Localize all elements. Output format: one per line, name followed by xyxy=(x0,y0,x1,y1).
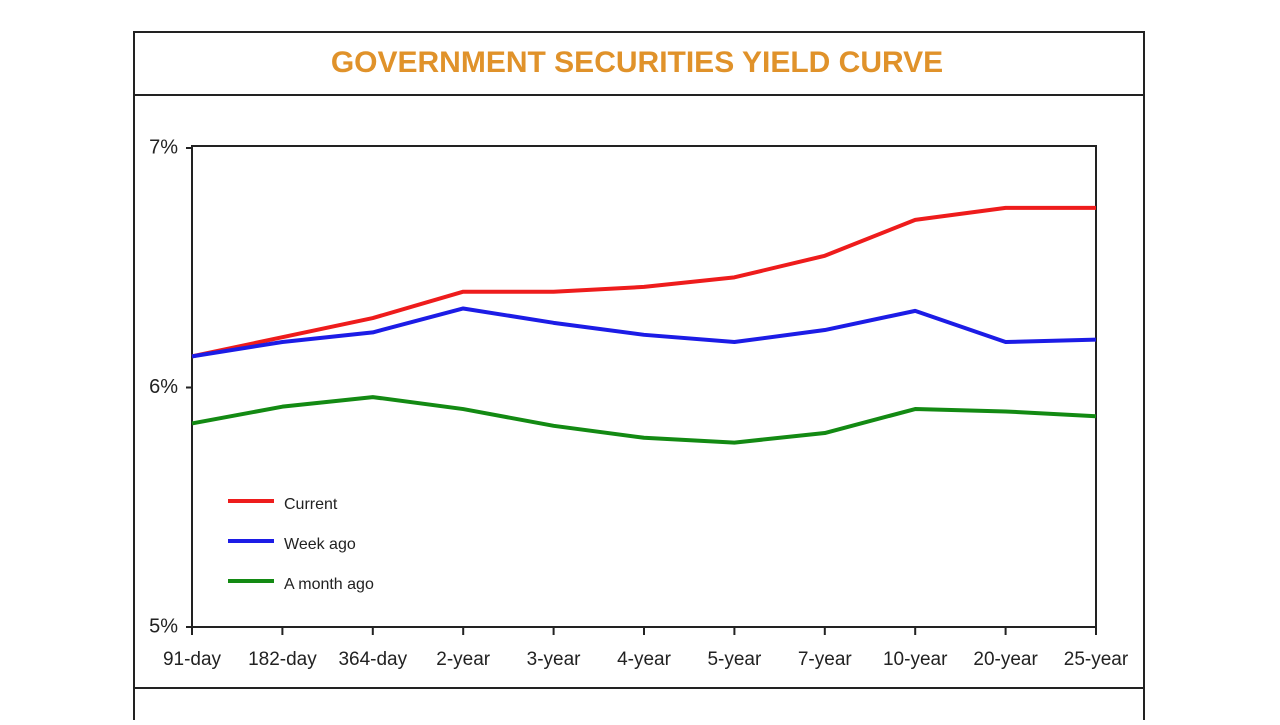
y-tick-label: 6% xyxy=(149,376,178,398)
y-tick-label: 7% xyxy=(149,136,178,158)
x-tick-label: 5-year xyxy=(707,649,762,670)
legend-label: Current xyxy=(284,496,338,513)
chart-title: GOVERNMENT SECURITIES YIELD CURVE xyxy=(331,46,943,79)
legend-label: Week ago xyxy=(284,536,356,553)
x-tick-label: 10-year xyxy=(883,649,948,670)
frame xyxy=(133,31,1145,725)
x-tick-label: 7-year xyxy=(798,649,853,670)
x-tick-label: 2-year xyxy=(436,649,491,670)
y-tick-label: 5% xyxy=(149,615,178,637)
x-tick-label: 3-year xyxy=(527,649,582,670)
series-line xyxy=(191,205,1096,359)
x-tick-label: 364-day xyxy=(338,649,407,670)
series-line xyxy=(191,306,1097,359)
x-tick-label: 91-day xyxy=(163,649,222,670)
series-line xyxy=(191,395,1097,445)
x-tick-label: 20-year xyxy=(973,649,1038,670)
x-tick-label: 25-year xyxy=(1064,649,1129,670)
x-tick-label: 182-day xyxy=(248,649,317,670)
x-tick-label: 4-year xyxy=(617,649,672,670)
plot-area xyxy=(191,145,1097,628)
legend-label: A month ago xyxy=(284,576,374,593)
